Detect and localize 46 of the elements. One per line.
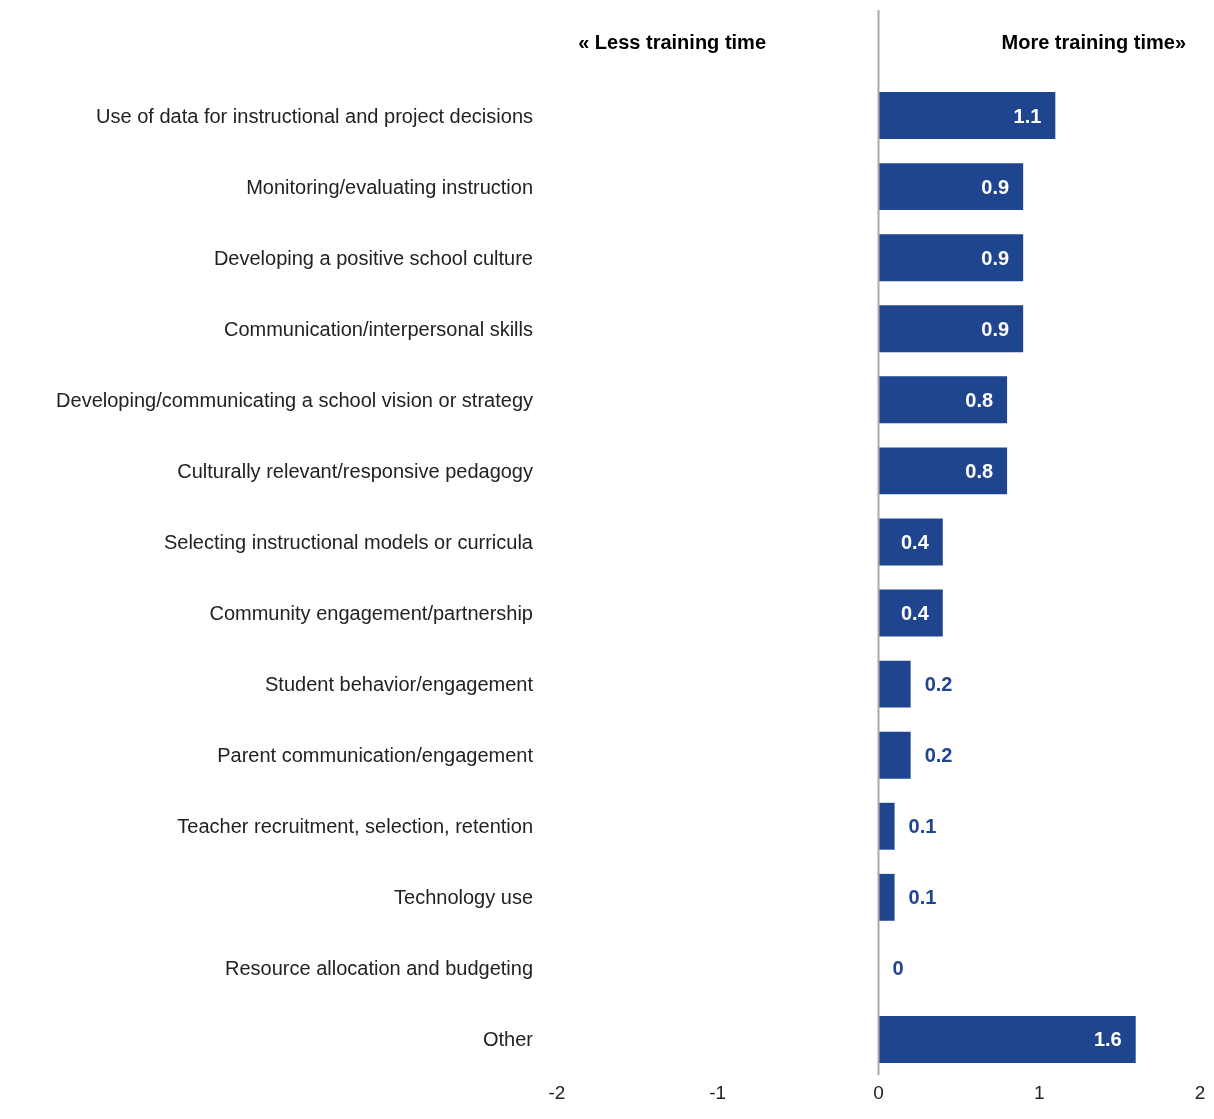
data-label: 0.9 xyxy=(981,246,1010,269)
data-label: 0.4 xyxy=(900,602,930,625)
bar xyxy=(878,660,911,708)
data-label: 1.1 xyxy=(1013,104,1042,127)
y-tick-label: Teacher recruitment, selection, retention xyxy=(177,815,533,838)
bar xyxy=(878,447,1008,495)
y-tick-label: Communication/interpersonal skills xyxy=(223,317,533,340)
bar xyxy=(878,163,1024,211)
data-label: 0.8 xyxy=(965,388,994,411)
y-tick-label: Developing/communicating a school vision or strategy xyxy=(56,388,533,411)
y-tick-label: Use of data for instructional and project decisions xyxy=(96,104,533,127)
text: More training time» xyxy=(1001,31,1187,53)
bar xyxy=(878,873,895,921)
bar xyxy=(878,802,895,850)
x-tick-label: 2 xyxy=(1194,1082,1206,1103)
data-label: 0.2 xyxy=(924,744,953,767)
x-tick-label: 1 xyxy=(1033,1082,1045,1103)
data-label: 0.1 xyxy=(908,815,937,838)
bar xyxy=(878,305,1024,353)
bar xyxy=(878,376,1008,424)
y-tick-label: Monitoring/evaluating instruction xyxy=(246,175,533,198)
y-tick-label: Student behavior/engagement xyxy=(265,673,534,696)
y-tick-label: Culturally relevant/responsive pedagogy xyxy=(177,459,533,482)
x-tick-label: -2 xyxy=(548,1082,566,1103)
x-tick-label: 0 xyxy=(873,1082,884,1103)
y-tick-label: Selecting instructional models or curricula xyxy=(163,530,534,553)
data-label: 0.9 xyxy=(981,317,1010,340)
data-label: 1.6 xyxy=(1093,1028,1122,1051)
y-tick-label: Community engagement/partnership xyxy=(209,602,533,625)
bar xyxy=(878,234,1024,282)
data-label: 0.9 xyxy=(981,175,1010,198)
data-label: 0.4 xyxy=(900,530,930,553)
data-label: 0.8 xyxy=(965,459,994,482)
text: « Less training time xyxy=(578,31,767,53)
y-tick-label: Technology use xyxy=(394,886,533,909)
y-tick-label: Other xyxy=(482,1028,534,1051)
bar xyxy=(878,1016,1136,1063)
bar xyxy=(878,92,1056,139)
data-label: 0 xyxy=(892,957,904,980)
bar xyxy=(878,731,911,779)
y-tick-label: Resource allocation and budgeting xyxy=(225,957,533,980)
y-tick-label: Parent communication/engagement xyxy=(217,744,534,767)
data-label: 0.1 xyxy=(908,886,937,909)
y-tick-label: Developing a positive school culture xyxy=(213,246,533,269)
x-tick-label: -1 xyxy=(709,1082,727,1103)
data-label: 0.2 xyxy=(924,673,953,696)
